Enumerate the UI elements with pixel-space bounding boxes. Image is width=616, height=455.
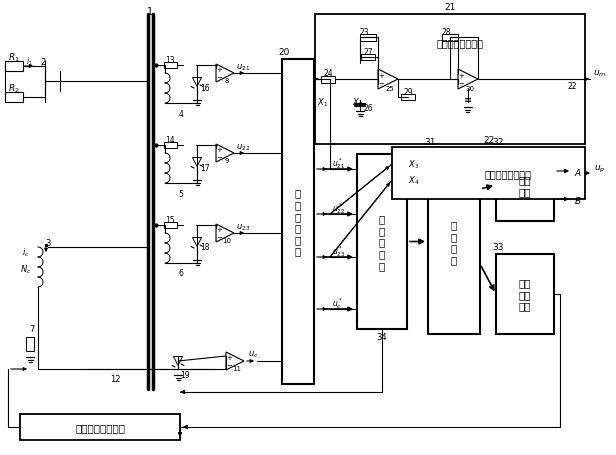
Text: 6: 6: [179, 269, 184, 278]
Text: −: −: [216, 75, 222, 81]
Text: +: +: [216, 67, 222, 73]
Text: $u_{23}$: $u_{23}$: [236, 222, 250, 233]
Bar: [163, 222, 177, 228]
Bar: [360, 35, 376, 41]
Bar: [321, 76, 335, 83]
Text: $u_{21}$: $u_{21}$: [236, 63, 250, 73]
Text: $u_{21}^*$: $u_{21}^*$: [332, 156, 345, 171]
Text: 11: 11: [232, 365, 241, 371]
Text: 8: 8: [225, 78, 229, 84]
Bar: [392, 148, 585, 200]
Text: $u_{22}$: $u_{22}$: [236, 142, 250, 153]
Text: $B$: $B$: [574, 194, 582, 205]
Text: 信
号
调
理
电
路: 信 号 调 理 电 路: [295, 188, 301, 256]
Text: $X_2$: $X_2$: [352, 96, 363, 109]
Text: 数模
转换
电路: 数模 转换 电路: [519, 278, 531, 311]
Text: 9: 9: [225, 157, 229, 164]
Text: 32: 32: [492, 137, 504, 146]
Text: 模
数
转
换
器: 模 数 转 换 器: [379, 214, 385, 270]
Text: 15: 15: [165, 215, 175, 224]
Bar: [357, 155, 407, 329]
Text: +: +: [216, 227, 222, 233]
Text: ≡: ≡: [464, 95, 472, 105]
Bar: [282, 60, 314, 384]
Text: 14: 14: [165, 135, 175, 144]
Text: $X_4$: $X_4$: [408, 174, 419, 187]
Bar: [5, 93, 23, 103]
Text: 19: 19: [180, 369, 190, 379]
Text: +: +: [216, 147, 222, 153]
Text: $i_c$: $i_c$: [22, 246, 30, 259]
Text: 22: 22: [567, 81, 577, 90]
Text: 10: 10: [222, 238, 232, 243]
Text: +: +: [378, 73, 384, 79]
Text: 5: 5: [179, 189, 184, 198]
Text: 16: 16: [200, 83, 210, 92]
Text: 2: 2: [41, 57, 46, 66]
Text: 12: 12: [110, 374, 120, 384]
Text: 17: 17: [200, 163, 210, 172]
Bar: [315, 15, 585, 145]
Text: 13: 13: [165, 56, 175, 64]
Text: 27: 27: [363, 47, 373, 56]
Text: 3: 3: [46, 238, 51, 247]
Bar: [163, 63, 177, 69]
Bar: [496, 150, 554, 222]
Text: −: −: [378, 81, 384, 87]
Text: 25: 25: [386, 86, 394, 92]
Text: 21: 21: [444, 2, 456, 11]
Text: $i_1$: $i_1$: [25, 56, 33, 68]
Text: $u_c^*$: $u_c^*$: [332, 296, 343, 311]
Text: 4: 4: [179, 109, 184, 118]
Text: $u_{22}^*$: $u_{22}^*$: [332, 201, 345, 216]
Text: 第一积分求和电路: 第一积分求和电路: [437, 38, 484, 48]
Bar: [5, 62, 23, 72]
Text: −: −: [226, 362, 232, 368]
Bar: [428, 150, 480, 334]
Text: 28: 28: [441, 27, 451, 36]
Text: +: +: [458, 73, 464, 79]
Text: 30: 30: [466, 86, 474, 92]
Bar: [361, 55, 375, 61]
Text: $u_m$: $u_m$: [593, 69, 607, 79]
Text: 1: 1: [147, 7, 153, 17]
Text: −: −: [458, 81, 464, 87]
Bar: [401, 95, 415, 101]
Text: 18: 18: [200, 243, 210, 252]
Text: $R_1$: $R_1$: [8, 51, 20, 64]
Text: 26: 26: [363, 103, 373, 112]
Text: $u_{23}^*$: $u_{23}^*$: [332, 244, 345, 259]
Text: 7: 7: [30, 325, 34, 334]
Text: 20: 20: [278, 47, 290, 56]
Text: 24: 24: [323, 68, 333, 77]
Text: $N_c$: $N_c$: [20, 263, 31, 276]
Text: −: −: [216, 234, 222, 241]
Text: 23: 23: [359, 27, 369, 36]
Text: 29: 29: [403, 87, 413, 96]
Text: 34: 34: [377, 333, 387, 342]
Text: $u_p$: $u_p$: [594, 163, 606, 174]
Bar: [163, 143, 177, 149]
Text: −: −: [216, 155, 222, 161]
Text: 22: 22: [483, 135, 494, 144]
Text: $R_2$: $R_2$: [8, 82, 20, 95]
Text: 校准电流驱动电路: 校准电流驱动电路: [75, 422, 125, 432]
Text: $X_1$: $X_1$: [317, 96, 328, 109]
Bar: [26, 337, 34, 351]
Text: 33: 33: [492, 242, 504, 251]
Text: $u_c$: $u_c$: [248, 349, 258, 359]
Text: +: +: [226, 354, 232, 360]
Bar: [20, 414, 180, 440]
Text: 31: 31: [424, 137, 436, 146]
Bar: [496, 254, 554, 334]
Text: 第二积分求和电路: 第二积分求和电路: [485, 169, 532, 179]
Text: $A$: $A$: [574, 166, 582, 177]
Text: 通信
接口: 通信 接口: [519, 175, 531, 197]
Text: $X_3$: $X_3$: [408, 158, 419, 171]
Text: 微
处
理
器: 微 处 理 器: [451, 220, 457, 264]
Bar: [442, 35, 458, 41]
